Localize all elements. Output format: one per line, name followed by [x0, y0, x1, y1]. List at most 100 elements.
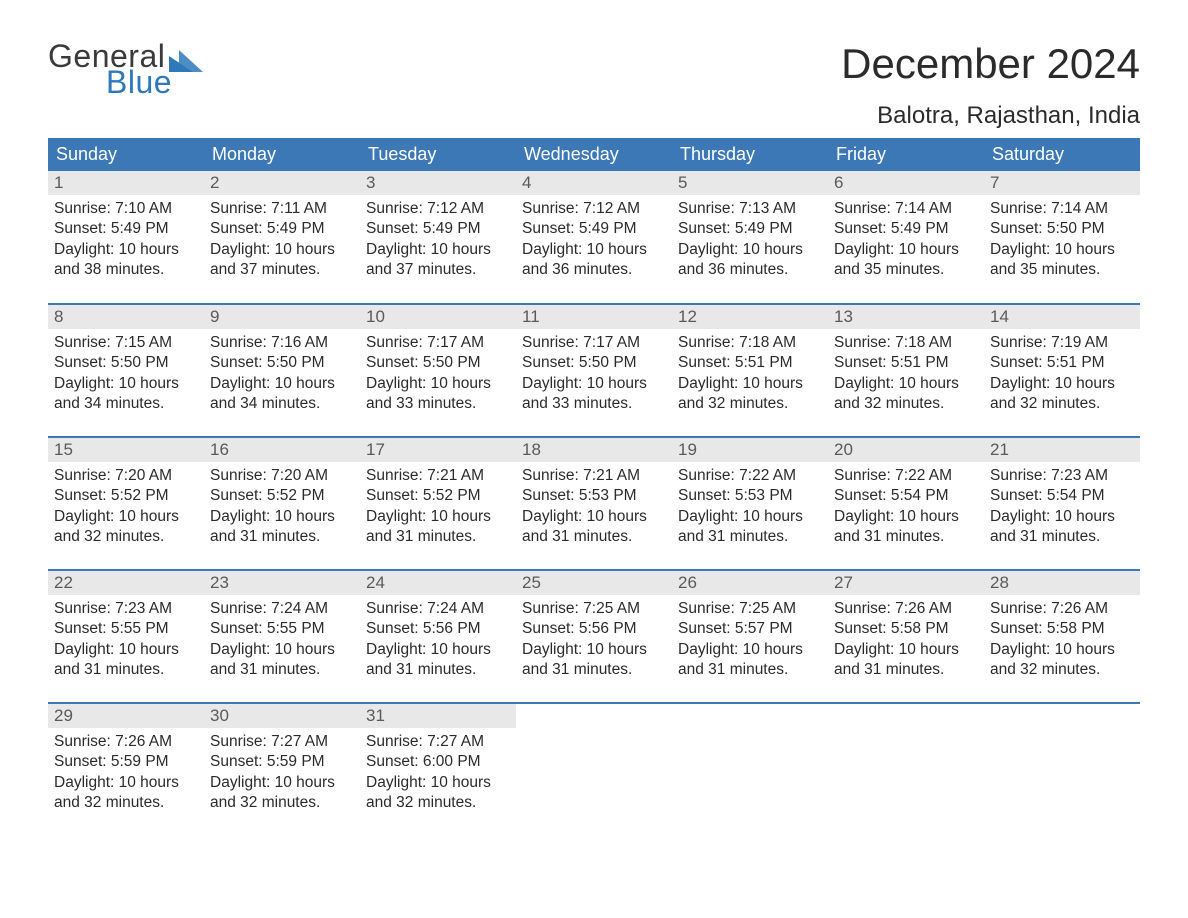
- day-details: Sunrise: 7:14 AMSunset: 5:49 PMDaylight:…: [828, 195, 984, 281]
- calendar-day-cell: 18Sunrise: 7:21 AMSunset: 5:53 PMDayligh…: [516, 437, 672, 569]
- calendar-day-cell: 29Sunrise: 7:26 AMSunset: 5:59 PMDayligh…: [48, 703, 204, 835]
- day-details: Sunrise: 7:23 AMSunset: 5:54 PMDaylight:…: [984, 462, 1140, 548]
- day-details: Sunrise: 7:27 AMSunset: 6:00 PMDaylight:…: [360, 728, 516, 814]
- calendar-day-cell: 12Sunrise: 7:18 AMSunset: 5:51 PMDayligh…: [672, 304, 828, 436]
- day-number: 25: [516, 571, 672, 595]
- day-number: 23: [204, 571, 360, 595]
- calendar-header: SundayMondayTuesdayWednesdayThursdayFrid…: [48, 138, 1140, 171]
- title-block: December 2024 Balotra, Rajasthan, India: [841, 40, 1140, 130]
- day-details: Sunrise: 7:26 AMSunset: 5:58 PMDaylight:…: [984, 595, 1140, 681]
- weekday-header: Wednesday: [516, 138, 672, 171]
- day-details: Sunrise: 7:20 AMSunset: 5:52 PMDaylight:…: [48, 462, 204, 548]
- weekday-row: SundayMondayTuesdayWednesdayThursdayFrid…: [48, 138, 1140, 171]
- day-number: 6: [828, 171, 984, 195]
- calendar-day-cell: 20Sunrise: 7:22 AMSunset: 5:54 PMDayligh…: [828, 437, 984, 569]
- day-number: 29: [48, 704, 204, 728]
- day-details: Sunrise: 7:21 AMSunset: 5:52 PMDaylight:…: [360, 462, 516, 548]
- calendar-day-cell: ..: [984, 703, 1140, 835]
- calendar-day-cell: 25Sunrise: 7:25 AMSunset: 5:56 PMDayligh…: [516, 570, 672, 702]
- calendar-day-cell: ..: [516, 703, 672, 835]
- day-number: 13: [828, 305, 984, 329]
- calendar-day-cell: 23Sunrise: 7:24 AMSunset: 5:55 PMDayligh…: [204, 570, 360, 702]
- calendar-week-row: 1Sunrise: 7:10 AMSunset: 5:49 PMDaylight…: [48, 171, 1140, 303]
- day-details: Sunrise: 7:27 AMSunset: 5:59 PMDaylight:…: [204, 728, 360, 814]
- calendar-day-cell: 5Sunrise: 7:13 AMSunset: 5:49 PMDaylight…: [672, 171, 828, 303]
- day-details: Sunrise: 7:19 AMSunset: 5:51 PMDaylight:…: [984, 329, 1140, 415]
- day-details: Sunrise: 7:22 AMSunset: 5:54 PMDaylight:…: [828, 462, 984, 548]
- day-details: Sunrise: 7:13 AMSunset: 5:49 PMDaylight:…: [672, 195, 828, 281]
- weekday-header: Monday: [204, 138, 360, 171]
- day-details: Sunrise: 7:18 AMSunset: 5:51 PMDaylight:…: [828, 329, 984, 415]
- calendar-day-cell: 14Sunrise: 7:19 AMSunset: 5:51 PMDayligh…: [984, 304, 1140, 436]
- calendar-day-cell: 10Sunrise: 7:17 AMSunset: 5:50 PMDayligh…: [360, 304, 516, 436]
- calendar-week-row: 8Sunrise: 7:15 AMSunset: 5:50 PMDaylight…: [48, 304, 1140, 436]
- day-details: Sunrise: 7:17 AMSunset: 5:50 PMDaylight:…: [516, 329, 672, 415]
- calendar-day-cell: 7Sunrise: 7:14 AMSunset: 5:50 PMDaylight…: [984, 171, 1140, 303]
- calendar-day-cell: 1Sunrise: 7:10 AMSunset: 5:49 PMDaylight…: [48, 171, 204, 303]
- day-number: 8: [48, 305, 204, 329]
- calendar-week-row: 29Sunrise: 7:26 AMSunset: 5:59 PMDayligh…: [48, 703, 1140, 835]
- calendar-body: 1Sunrise: 7:10 AMSunset: 5:49 PMDaylight…: [48, 171, 1140, 835]
- calendar-day-cell: 13Sunrise: 7:18 AMSunset: 5:51 PMDayligh…: [828, 304, 984, 436]
- day-details: Sunrise: 7:21 AMSunset: 5:53 PMDaylight:…: [516, 462, 672, 548]
- weekday-header: Friday: [828, 138, 984, 171]
- day-number: 5: [672, 171, 828, 195]
- calendar-day-cell: 17Sunrise: 7:21 AMSunset: 5:52 PMDayligh…: [360, 437, 516, 569]
- day-number: 18: [516, 438, 672, 462]
- calendar-day-cell: 15Sunrise: 7:20 AMSunset: 5:52 PMDayligh…: [48, 437, 204, 569]
- calendar-day-cell: 9Sunrise: 7:16 AMSunset: 5:50 PMDaylight…: [204, 304, 360, 436]
- calendar-day-cell: 16Sunrise: 7:20 AMSunset: 5:52 PMDayligh…: [204, 437, 360, 569]
- calendar-day-cell: 11Sunrise: 7:17 AMSunset: 5:50 PMDayligh…: [516, 304, 672, 436]
- day-number: 9: [204, 305, 360, 329]
- day-number: 17: [360, 438, 516, 462]
- calendar-day-cell: 30Sunrise: 7:27 AMSunset: 5:59 PMDayligh…: [204, 703, 360, 835]
- day-details: Sunrise: 7:17 AMSunset: 5:50 PMDaylight:…: [360, 329, 516, 415]
- logo: General Blue: [48, 40, 203, 98]
- calendar-day-cell: 4Sunrise: 7:12 AMSunset: 5:49 PMDaylight…: [516, 171, 672, 303]
- day-details: Sunrise: 7:15 AMSunset: 5:50 PMDaylight:…: [48, 329, 204, 415]
- month-title: December 2024: [841, 40, 1140, 88]
- day-details: Sunrise: 7:11 AMSunset: 5:49 PMDaylight:…: [204, 195, 360, 281]
- day-details: Sunrise: 7:16 AMSunset: 5:50 PMDaylight:…: [204, 329, 360, 415]
- weekday-header: Sunday: [48, 138, 204, 171]
- day-details: Sunrise: 7:14 AMSunset: 5:50 PMDaylight:…: [984, 195, 1140, 281]
- calendar-day-cell: 19Sunrise: 7:22 AMSunset: 5:53 PMDayligh…: [672, 437, 828, 569]
- day-number: 26: [672, 571, 828, 595]
- day-number: 19: [672, 438, 828, 462]
- calendar-day-cell: 8Sunrise: 7:15 AMSunset: 5:50 PMDaylight…: [48, 304, 204, 436]
- weekday-header: Thursday: [672, 138, 828, 171]
- calendar-day-cell: 24Sunrise: 7:24 AMSunset: 5:56 PMDayligh…: [360, 570, 516, 702]
- day-details: Sunrise: 7:20 AMSunset: 5:52 PMDaylight:…: [204, 462, 360, 548]
- day-details: Sunrise: 7:25 AMSunset: 5:57 PMDaylight:…: [672, 595, 828, 681]
- calendar-day-cell: 26Sunrise: 7:25 AMSunset: 5:57 PMDayligh…: [672, 570, 828, 702]
- day-number: 28: [984, 571, 1140, 595]
- day-number: 1: [48, 171, 204, 195]
- day-number: 20: [828, 438, 984, 462]
- day-number: 10: [360, 305, 516, 329]
- calendar-day-cell: 21Sunrise: 7:23 AMSunset: 5:54 PMDayligh…: [984, 437, 1140, 569]
- logo-text-blue: Blue: [106, 66, 203, 98]
- calendar-day-cell: ..: [672, 703, 828, 835]
- day-details: Sunrise: 7:25 AMSunset: 5:56 PMDaylight:…: [516, 595, 672, 681]
- day-number: 2: [204, 171, 360, 195]
- header-row: General Blue December 2024 Balotra, Raja…: [48, 40, 1140, 130]
- day-details: Sunrise: 7:26 AMSunset: 5:59 PMDaylight:…: [48, 728, 204, 814]
- day-details: Sunrise: 7:22 AMSunset: 5:53 PMDaylight:…: [672, 462, 828, 548]
- calendar-day-cell: 27Sunrise: 7:26 AMSunset: 5:58 PMDayligh…: [828, 570, 984, 702]
- day-details: Sunrise: 7:10 AMSunset: 5:49 PMDaylight:…: [48, 195, 204, 281]
- day-number: 11: [516, 305, 672, 329]
- day-number: 21: [984, 438, 1140, 462]
- day-number: 24: [360, 571, 516, 595]
- day-details: Sunrise: 7:24 AMSunset: 5:56 PMDaylight:…: [360, 595, 516, 681]
- day-number: 3: [360, 171, 516, 195]
- day-number: 22: [48, 571, 204, 595]
- day-details: Sunrise: 7:18 AMSunset: 5:51 PMDaylight:…: [672, 329, 828, 415]
- day-number: 15: [48, 438, 204, 462]
- day-number: 30: [204, 704, 360, 728]
- day-number: 4: [516, 171, 672, 195]
- day-details: Sunrise: 7:23 AMSunset: 5:55 PMDaylight:…: [48, 595, 204, 681]
- day-number: 7: [984, 171, 1140, 195]
- calendar-day-cell: 28Sunrise: 7:26 AMSunset: 5:58 PMDayligh…: [984, 570, 1140, 702]
- calendar-week-row: 22Sunrise: 7:23 AMSunset: 5:55 PMDayligh…: [48, 570, 1140, 702]
- calendar-day-cell: 31Sunrise: 7:27 AMSunset: 6:00 PMDayligh…: [360, 703, 516, 835]
